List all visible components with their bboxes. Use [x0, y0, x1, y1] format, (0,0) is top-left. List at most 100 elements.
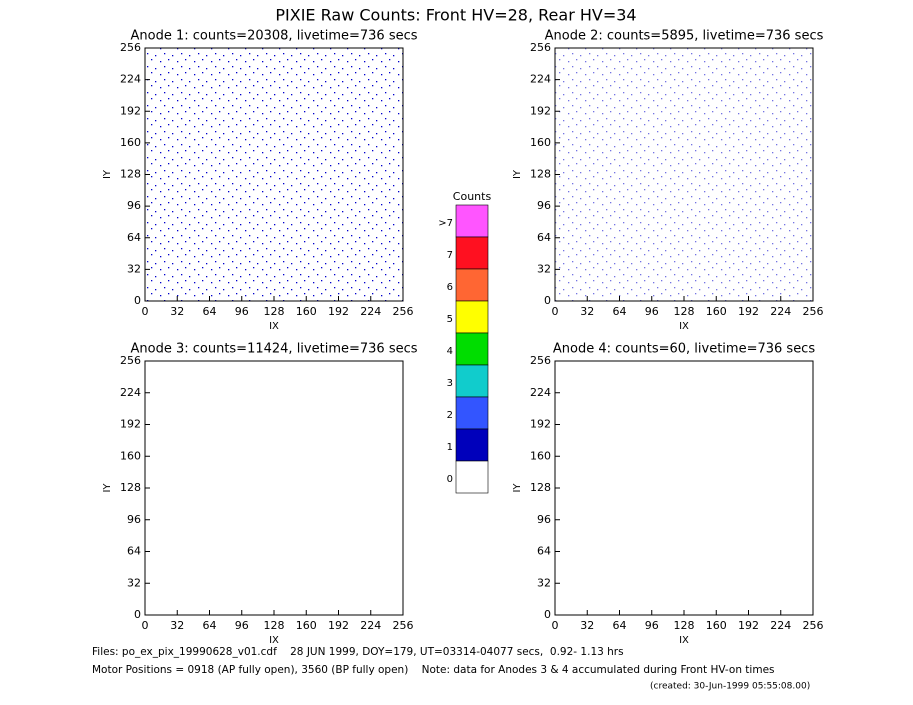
y-tick-label: 160 [120, 449, 141, 462]
y-tick-label: 96 [537, 513, 551, 526]
panel-title: Anode 4: counts=60, livetime=736 secs [553, 342, 815, 357]
x-tick-label: 256 [803, 305, 824, 318]
y-tick-label: 256 [530, 41, 551, 54]
x-tick-label: 64 [203, 305, 217, 318]
x-tick-label: 32 [580, 305, 594, 318]
y-tick-label: 64 [127, 231, 141, 244]
x-tick-label: 224 [770, 305, 791, 318]
colorbar-label: 1 [447, 442, 453, 453]
y-tick-label: 0 [544, 294, 551, 307]
y-tick-label: 256 [120, 354, 141, 367]
panel-title: Anode 2: counts=5895, livetime=736 secs [545, 29, 824, 44]
x-tick-label: 32 [170, 619, 184, 632]
colorbar-label: >7 [438, 218, 453, 229]
x-tick-label: 256 [393, 305, 414, 318]
y-tick-label: 192 [120, 418, 141, 431]
y-tick-label: 96 [537, 199, 551, 212]
x-tick-label: 192 [328, 305, 349, 318]
x-axis-label: IX [679, 321, 689, 332]
y-tick-label: 64 [127, 545, 141, 558]
y-tick-label: 96 [127, 513, 141, 526]
y-tick-label: 32 [127, 576, 141, 589]
texture [145, 48, 403, 301]
colorbar-swatch [455, 460, 489, 494]
x-tick-label: 0 [552, 305, 559, 318]
x-axis-label: IX [269, 321, 279, 332]
colorbar-swatch [455, 236, 489, 270]
x-tick-label: 0 [142, 619, 149, 632]
colorbar-swatch [455, 332, 489, 366]
x-tick-label: 128 [674, 619, 695, 632]
x-tick-label: 160 [706, 305, 727, 318]
x-tick-label: 224 [360, 619, 381, 632]
y-axis-label: IY [512, 483, 523, 493]
y-tick-label: 0 [544, 608, 551, 621]
y-axis-label: IY [102, 483, 113, 493]
x-tick-label: 160 [296, 619, 317, 632]
x-tick-label: 192 [738, 619, 759, 632]
x-tick-label: 256 [393, 619, 414, 632]
y-tick-label: 224 [530, 386, 551, 399]
y-tick-label: 256 [120, 41, 141, 54]
y-tick-label: 128 [120, 168, 141, 181]
colorbar-label: 0 [447, 474, 453, 485]
x-tick-label: 96 [235, 305, 249, 318]
x-tick-label: 192 [328, 619, 349, 632]
x-tick-label: 224 [360, 305, 381, 318]
y-tick-label: 192 [120, 104, 141, 117]
x-axis-label: IX [269, 635, 279, 646]
y-tick-label: 96 [127, 199, 141, 212]
y-tick-label: 224 [120, 386, 141, 399]
footer-line: Motor Positions = 0918 (AP fully open), … [92, 664, 775, 676]
y-tick-label: 224 [120, 73, 141, 86]
y-tick-label: 64 [537, 545, 551, 558]
y-tick-label: 0 [134, 608, 141, 621]
footer-line: (created: 30-Jun-1999 05:55:08.00) [650, 682, 810, 692]
y-tick-label: 160 [120, 136, 141, 149]
colorbar-label: 7 [447, 250, 453, 261]
y-tick-label: 32 [127, 262, 141, 275]
y-tick-label: 64 [537, 231, 551, 244]
colorbar-label: 3 [447, 378, 453, 389]
x-tick-label: 64 [613, 619, 627, 632]
x-tick-label: 96 [235, 619, 249, 632]
x-tick-label: 128 [264, 619, 285, 632]
x-tick-label: 224 [770, 619, 791, 632]
panel-title: Anode 1: counts=20308, livetime=736 secs [130, 29, 417, 44]
x-tick-label: 160 [296, 305, 317, 318]
y-tick-label: 224 [530, 73, 551, 86]
y-axis-label: IY [102, 169, 113, 179]
plot-frame [144, 360, 404, 616]
x-tick-label: 64 [613, 305, 627, 318]
x-tick-label: 256 [803, 619, 824, 632]
colorbar-label: 6 [447, 282, 453, 293]
colorbar-swatch [455, 364, 489, 398]
x-tick-label: 128 [674, 305, 695, 318]
y-tick-label: 128 [120, 481, 141, 494]
y-tick-label: 192 [530, 104, 551, 117]
colorbar-swatch [455, 204, 489, 238]
y-tick-label: 160 [530, 136, 551, 149]
plot-frame [554, 360, 814, 616]
y-tick-label: 128 [530, 168, 551, 181]
colorbar-label: 5 [447, 314, 453, 325]
x-tick-label: 32 [170, 305, 184, 318]
y-axis-label: IY [512, 169, 523, 179]
x-tick-label: 192 [738, 305, 759, 318]
x-tick-label: 64 [203, 619, 217, 632]
y-tick-label: 192 [530, 418, 551, 431]
colorbar-swatch [455, 428, 489, 462]
figure-title: PIXIE Raw Counts: Front HV=28, Rear HV=3… [275, 6, 636, 25]
x-tick-label: 128 [264, 305, 285, 318]
texture [555, 48, 813, 301]
colorbar-swatch [455, 300, 489, 334]
y-tick-label: 160 [530, 449, 551, 462]
colorbar-swatch [455, 268, 489, 302]
y-tick-label: 32 [537, 262, 551, 275]
x-tick-label: 160 [706, 619, 727, 632]
y-tick-label: 32 [537, 576, 551, 589]
colorbar-title: Counts [453, 190, 492, 203]
y-tick-label: 128 [530, 481, 551, 494]
x-tick-label: 0 [142, 305, 149, 318]
